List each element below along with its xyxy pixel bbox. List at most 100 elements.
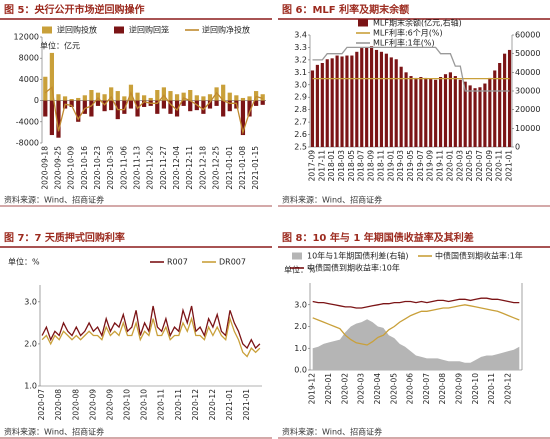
bar: [350, 55, 354, 147]
x-tick-label: 2019-11: [436, 150, 445, 182]
line: [44, 86, 263, 135]
legend-label: MLF利率:6个月(%): [373, 28, 443, 38]
legend-label: MLF期末余额(亿元,右轴): [373, 18, 462, 28]
bar: [389, 57, 393, 147]
bar: [315, 64, 319, 147]
unit-label: 单位：%: [284, 265, 316, 275]
x-tick-label: 2020-07: [422, 373, 431, 405]
y-tick-label: -4000: [16, 117, 39, 126]
y-tick-label: 2.0: [24, 339, 37, 348]
chart-panel: 图 8：10 年与 1 年期国债收益率及其利差资料来源：Wind、招商证券单位：…: [278, 231, 550, 439]
x-tick-label: 2020-12-04: [172, 146, 181, 190]
bar: [161, 87, 166, 101]
bar: [122, 96, 127, 101]
bar: [102, 94, 107, 101]
bar: [429, 78, 433, 147]
bar: [384, 53, 388, 147]
bar: [483, 83, 487, 147]
x-tick-label: 2020-08: [71, 389, 80, 421]
bar: [409, 76, 413, 147]
bar: [310, 70, 315, 147]
bar: [168, 91, 173, 101]
x-tick-label: 2020-11-20: [146, 146, 155, 190]
bar: [419, 77, 423, 147]
x-tick-label: 2018-11: [376, 150, 385, 182]
x-tick-label: 2020-10-23: [93, 146, 102, 190]
bar: [102, 100, 107, 112]
y2-tick-label: 30000: [515, 87, 540, 96]
bar: [181, 100, 186, 106]
x-tick-label: 2020-08: [54, 389, 63, 421]
bar: [142, 100, 147, 107]
y-tick-label: -8000: [16, 139, 39, 148]
bar: [404, 72, 408, 147]
x-tick-label: 2020-11: [487, 373, 496, 405]
bar: [69, 99, 74, 101]
x-tick-label: 2020-01: [445, 150, 454, 182]
bar: [76, 97, 81, 101]
chart-title: 图 7：7 天质押式回购利率: [4, 231, 125, 244]
x-tick-label: 2021-01-15: [251, 146, 260, 190]
x-tick-label: 2020-10-09: [67, 146, 76, 190]
x-tick-label: 2020-04: [373, 373, 382, 405]
bar: [201, 96, 206, 101]
x-tick-label: 2020-10: [471, 373, 480, 405]
legend-label: 中债国债到期收益率:1年: [435, 251, 523, 261]
y-tick-label: 8000: [19, 54, 39, 63]
source-note: 资料来源：Wind、招商证券: [282, 195, 382, 205]
bar: [62, 96, 68, 101]
legend-swatch: [42, 26, 52, 34]
x-tick-label: 2020-05: [389, 373, 398, 405]
legend-swatch: [292, 252, 302, 260]
bar: [360, 48, 364, 147]
bar: [227, 92, 232, 101]
y-tick-label: 3.1: [294, 68, 307, 77]
bar: [335, 55, 339, 147]
bar: [345, 55, 349, 147]
bar: [214, 100, 219, 106]
x-tick-label: 2017-09: [307, 150, 316, 182]
bar: [221, 84, 226, 101]
bar: [56, 100, 61, 138]
x-tick-label: 2020-09: [88, 389, 97, 421]
y2-tick-label: 10000: [515, 124, 540, 133]
bar: [122, 100, 127, 114]
bar: [188, 90, 193, 101]
x-tick-label: 2021-01-01: [225, 146, 234, 190]
x-tick-label: 2020-07: [37, 389, 46, 421]
bar: [221, 100, 226, 117]
bar: [155, 100, 160, 114]
bar: [260, 100, 265, 105]
x-tick-label: 2020-09: [454, 373, 463, 405]
bar: [488, 77, 492, 147]
line: [312, 304, 520, 346]
x-tick-label: 2019-12: [308, 373, 317, 405]
bar: [374, 49, 379, 147]
bar: [473, 88, 477, 147]
bar: [240, 100, 246, 136]
legend-label: DR007: [219, 258, 246, 267]
y-tick-label: 0: [34, 96, 39, 105]
bar: [507, 49, 512, 147]
line: [312, 297, 520, 309]
source-note: 资料来源：Wind、招商证券: [282, 427, 382, 437]
x-tick-label: 2020-07: [475, 150, 484, 182]
x-tick-label: 2019-09: [426, 150, 435, 182]
y2-tick-label: 60000: [515, 31, 540, 40]
bar: [438, 77, 443, 147]
bar: [458, 79, 462, 147]
x-tick-label: 2018-05: [347, 150, 356, 182]
bar: [234, 95, 239, 101]
legend-label: 中债国债到期收益率:10年: [307, 263, 400, 273]
y-tick-label: 3.0: [24, 297, 37, 306]
x-tick-label: 2020-10: [140, 389, 149, 421]
y2-tick-label: 50000: [515, 49, 540, 58]
x-tick-label: 2019-03: [396, 150, 405, 182]
legend-label: 逆回购回笼: [129, 25, 169, 35]
x-tick-label: 2020-10: [123, 389, 132, 421]
bar: [254, 100, 259, 106]
